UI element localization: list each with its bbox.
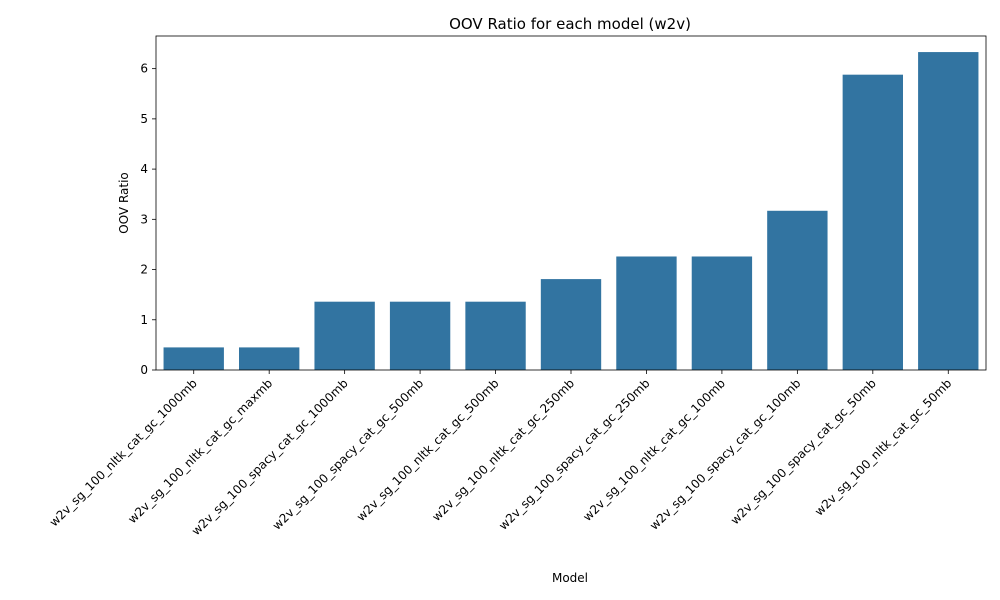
x-tick-label: w2v_sg_100_nltk_cat_gc_1000mb [47, 376, 200, 529]
chart-title: OOV Ratio for each model (w2v) [449, 15, 691, 33]
plot-frame [155, 35, 987, 371]
bar [465, 301, 526, 370]
x-tick-label: w2v_sg_100_nltk_cat_gc_maxmb [125, 376, 275, 526]
bar [767, 210, 828, 370]
x-tick-label: w2v_sg_100_spacy_cat_gc_1000mb [189, 376, 351, 538]
bar [918, 52, 979, 371]
bars-group [163, 52, 979, 371]
x-tick-label: w2v_sg_100_nltk_cat_gc_50mb [812, 376, 954, 518]
x-tick-label: w2v_sg_100_spacy_cat_gc_50mb [728, 376, 879, 527]
bar [540, 279, 602, 370]
x-tick-label: w2v_sg_100_nltk_cat_gc_500mb [354, 376, 502, 524]
bar [314, 301, 375, 370]
bar [691, 256, 753, 370]
bar [616, 256, 677, 370]
x-tick-label: w2v_sg_100_nltk_cat_gc_250mb [429, 376, 577, 524]
bar [163, 347, 224, 370]
y-tick-label: 1 [140, 313, 148, 327]
y-tick-label: 0 [140, 363, 148, 377]
y-tick-label: 3 [140, 212, 148, 226]
y-axis: 0 1 2 3 4 5 6 [140, 62, 156, 377]
x-tick-label: w2v_sg_100_nltk_cat_gc_100mb [580, 376, 728, 524]
y-axis-label: OOV Ratio [117, 172, 131, 234]
y-tick-label: 2 [140, 263, 148, 277]
plot-border [155, 35, 987, 371]
x-tick-label: w2v_sg_100_spacy_cat_gc_100mb [647, 376, 804, 533]
x-axis-label: Model [552, 571, 588, 585]
y-tick-label: 6 [140, 62, 148, 76]
bar [239, 347, 300, 370]
bar [389, 301, 451, 370]
y-tick-label: 5 [140, 112, 148, 126]
y-tick-label: 4 [140, 162, 148, 176]
x-tick-label: w2v_sg_100_spacy_cat_gc_500mb [270, 376, 427, 533]
x-tick-label: w2v_sg_100_spacy_cat_gc_250mb [496, 376, 653, 533]
bar [842, 74, 903, 371]
x-axis: w2v_sg_100_nltk_cat_gc_1000mbw2v_sg_100_… [47, 370, 954, 538]
